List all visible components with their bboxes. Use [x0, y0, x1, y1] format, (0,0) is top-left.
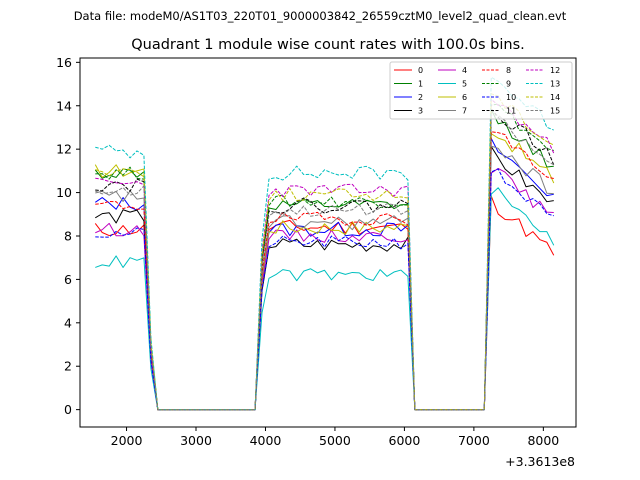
y-axis: 0 2 4 6 8 10 12 14 16: [56, 55, 80, 417]
legend-box: [389, 61, 573, 120]
x-axis: 2000 3000 4000 5000 6000 7000 8000: [111, 427, 559, 448]
chart-suptitle: Data file: modeM0/AS1T03_220T01_90000038…: [74, 9, 567, 23]
legend-label-11: 11: [506, 107, 516, 116]
y-tick-label-2: 2: [64, 359, 72, 374]
legend-label-6: 6: [462, 93, 467, 102]
legend-label-4: 4: [462, 66, 467, 75]
series-line-14: [95, 93, 554, 411]
legend-label-3: 3: [418, 107, 423, 116]
legend-label-2: 2: [418, 93, 423, 102]
legend-label-9: 9: [506, 80, 511, 89]
y-tick-label-8: 8: [64, 228, 72, 243]
legend-label-15: 15: [550, 107, 560, 116]
y-tick-label-4: 4: [64, 315, 72, 330]
y-tick-label-6: 6: [64, 272, 72, 287]
series-line-15: [95, 114, 555, 411]
y-tick-label-12: 12: [56, 142, 72, 157]
x-tick-label-2000: 2000: [111, 433, 143, 448]
x-tick-label-3000: 3000: [180, 433, 212, 448]
y-tick-label-10: 10: [56, 185, 72, 200]
y-tick-label-0: 0: [64, 402, 72, 417]
x-tick-label-7000: 7000: [458, 433, 490, 448]
x-tick-label-8000: 8000: [527, 433, 559, 448]
x-tick-label-5000: 5000: [319, 433, 351, 448]
y-tick-label-14: 14: [56, 98, 72, 113]
series-layer: [94, 76, 555, 411]
x-tick-label-6000: 6000: [389, 433, 421, 448]
axes-frame: [79, 57, 577, 428]
legend-label-0: 0: [418, 66, 423, 75]
x-offset-label: +3.3613e8: [505, 454, 575, 469]
chart-title: Quadrant 1 module wise count rates with …: [131, 37, 525, 53]
legend-label-1: 1: [418, 80, 423, 89]
legend-label-5: 5: [462, 80, 467, 89]
x-tick-label-4000: 4000: [250, 433, 282, 448]
legend-label-12: 12: [550, 66, 560, 75]
legend-label-8: 8: [506, 66, 511, 75]
y-tick-label-16: 16: [56, 55, 72, 70]
legend-label-13: 13: [550, 80, 560, 89]
legend-label-14: 14: [550, 93, 560, 102]
legend-label-10: 10: [506, 93, 516, 102]
legend-label-7: 7: [462, 107, 467, 116]
